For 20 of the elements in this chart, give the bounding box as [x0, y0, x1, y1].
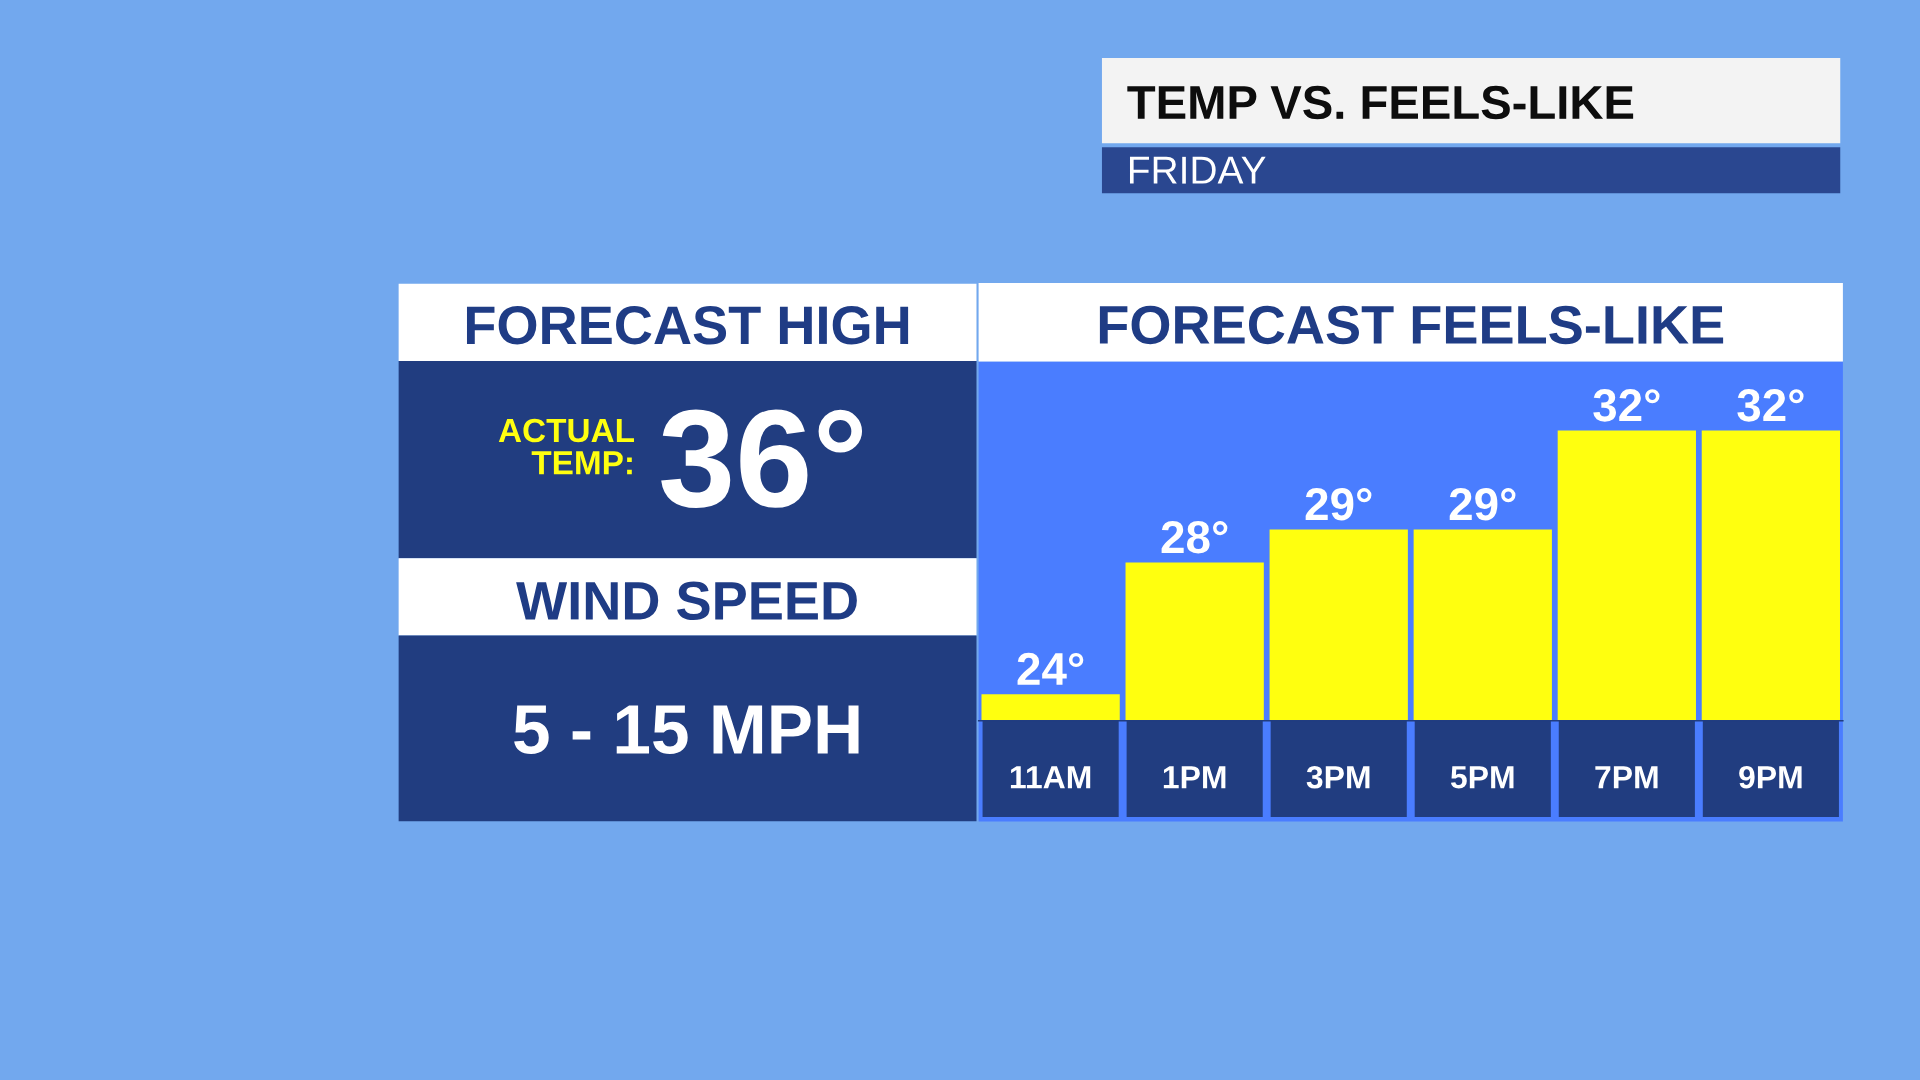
data-label: 32° — [1737, 389, 1804, 422]
data-label: 24° — [1017, 652, 1084, 685]
text: FRIDAY — [1129, 156, 1266, 184]
x-tick-label: 1PM — [1163, 766, 1226, 789]
text: ACTUAL TEMP: — [498, 418, 634, 475]
data-label: 29° — [1305, 488, 1372, 521]
text: FORECAST HIGH — [466, 306, 909, 345]
data-label: 32° — [1593, 389, 1660, 422]
text: WIND SPEED — [516, 581, 857, 620]
x-tick-label: 9PM — [1739, 765, 1802, 789]
data-label: 29° — [1449, 488, 1516, 521]
x-tick-label: 7PM — [1595, 766, 1658, 789]
text: 5 - 15 MPH — [514, 705, 859, 755]
text: TEMP VS. FEELS-LIKE — [1127, 85, 1634, 120]
data-label: 28° — [1161, 520, 1228, 554]
x-tick-label: 3PM — [1306, 765, 1370, 789]
chart-title: FORECAST FEELS-LIKE — [1099, 305, 1724, 345]
x-tick-label: 11AM — [1010, 766, 1091, 789]
x-tick-label: 5PM — [1450, 766, 1514, 789]
text: 36° — [661, 409, 863, 509]
